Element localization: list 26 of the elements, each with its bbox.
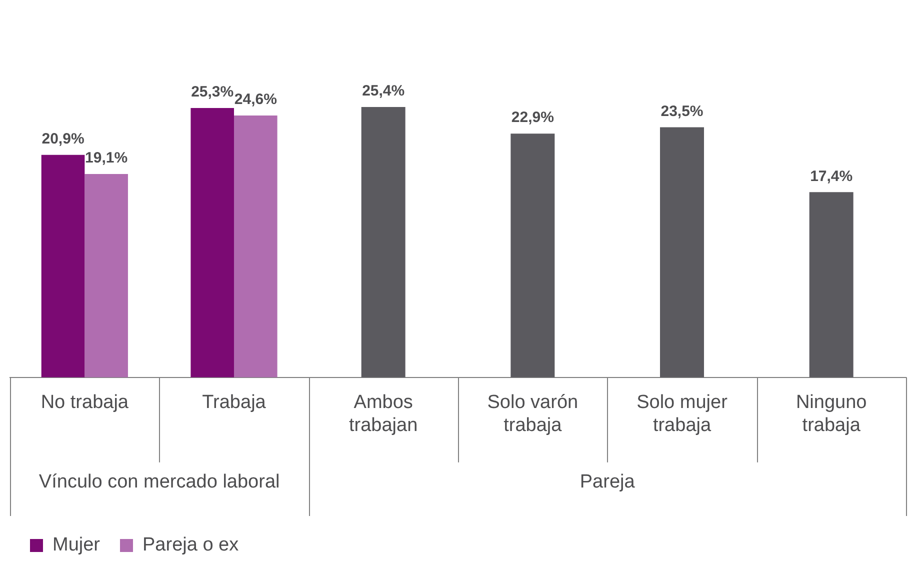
bar [84,174,128,378]
bar [41,154,85,378]
legend-label: Pareja o ex [142,534,240,556]
x-tick-label: Ninguno trabaja [796,392,867,436]
data-label: 22,9% [511,109,554,126]
data-label: 20,9% [42,130,84,148]
bar [190,108,234,378]
bar [361,106,406,378]
bar [510,134,555,378]
text: Pareja [580,472,636,493]
legend-label: Mujer [52,534,101,556]
bar [660,127,704,378]
data-label: 23,5% [660,102,704,120]
data-label: 24,6% [234,91,277,108]
x-tick-label: Ambos trabajan [348,392,418,436]
text: Vínculo con mercado laboral [38,472,280,493]
x-tick-label: Solo varón trabaja [487,392,578,436]
x-tick-label: Solo mujer trabaja [636,392,728,436]
data-label: 19,1% [85,150,128,167]
data-label: 25,3% [191,84,234,101]
bar [809,192,854,378]
bar [234,115,278,378]
x-tick-label: No trabaja [40,392,129,414]
x-tick-label: Trabaja [202,392,266,414]
data-label: 17,4% [810,168,853,185]
data-label: 25,4% [362,82,405,100]
